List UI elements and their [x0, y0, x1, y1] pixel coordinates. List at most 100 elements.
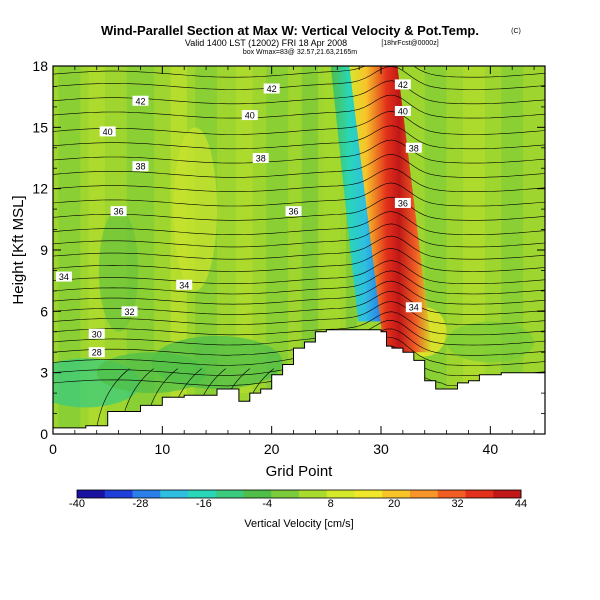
theta-contour-line	[53, 248, 545, 272]
chart-title-suffix: (C)	[511, 28, 521, 35]
theta-contour-line	[53, 196, 545, 221]
theta-contour-line	[53, 223, 545, 248]
theta-contour-line	[53, 235, 545, 260]
colorbar-swatch	[188, 490, 217, 498]
colorbar-swatch	[299, 490, 328, 498]
theta-contour-label: 38	[405, 142, 422, 153]
colorbar-swatch	[271, 490, 300, 498]
field-blob	[98, 209, 139, 332]
y-tick-label: 12	[32, 181, 48, 197]
colorbar-tick-label: 44	[515, 498, 527, 510]
theta-contour-label-text: 34	[59, 272, 69, 282]
field-streak	[58, 66, 81, 434]
colorbar-tick-label: 8	[328, 498, 334, 510]
theta-contour-line	[53, 311, 545, 336]
theta-contour-label: 40	[241, 110, 258, 121]
theta-contour-label: 42	[132, 95, 149, 106]
field-blob	[151, 335, 283, 390]
theta-contour-line	[53, 270, 545, 295]
field-streak	[323, 66, 340, 332]
theta-contour-line	[53, 168, 545, 192]
theta-contour-line	[53, 111, 545, 135]
theta-contour-line	[53, 66, 545, 90]
colorbar-swatch	[326, 490, 355, 498]
colorbar-tick-label: -40	[69, 498, 85, 510]
theta-contour-label-text: 40	[245, 111, 255, 121]
terrain-mask	[53, 329, 545, 434]
field-streak	[236, 66, 253, 394]
y-tick-label: 9	[40, 242, 48, 258]
colorbar-swatch	[243, 490, 272, 498]
theta-contour-line	[53, 94, 545, 119]
velocity-cores	[330, 66, 433, 353]
chart-subtitle: Valid 1400 LST (12002) FRI 18 Apr 2008	[185, 38, 347, 48]
chart-subtitle-2: box Wmax=83@ 32.57,21.63,2165m	[243, 49, 357, 56]
colorbar-tick-label: 20	[388, 498, 400, 510]
x-tick-label: 30	[373, 441, 389, 457]
theta-contour-label: 34	[405, 302, 422, 313]
theta-contour-label-text: 40	[103, 127, 113, 137]
theta-contour-line	[53, 211, 545, 236]
plot-area: 42 42 42 40 40 40 38 38 38 36 36 36 34 34 32 30 28 34	[53, 66, 545, 434]
y-tick-label: 15	[32, 119, 48, 135]
theta-contour-label-text: 40	[398, 106, 408, 116]
colorbar-tick-label: -4	[262, 498, 272, 510]
theta-contour-label-text: 42	[398, 80, 408, 90]
field-streak	[88, 66, 105, 434]
theta-contour-labels: 42 42 42 40 40 40 38 38 38 36 36 36 34 34 32 30 28 34	[55, 79, 422, 358]
theta-contour-label: 36	[285, 206, 302, 217]
theta-contour-label-text: 42	[135, 96, 145, 106]
theta-contour-label-text: 32	[125, 307, 135, 317]
theta-contour-label-text: 36	[114, 207, 124, 217]
colorbar-swatch	[465, 490, 494, 498]
theta-contour-label: 42	[394, 79, 411, 90]
theta-contour-label-text: 36	[398, 198, 408, 208]
theta-contour-label-text: 30	[92, 329, 102, 339]
colorbar-swatch	[160, 490, 189, 498]
y-tick-label: 18	[32, 58, 48, 74]
theta-contour-label-text: 38	[135, 162, 145, 172]
theta-contour-label: 38	[132, 161, 149, 172]
theta-contour-label-text: 38	[256, 154, 266, 164]
y-tick-label: 0	[40, 426, 48, 442]
theta-contour-label: 42	[263, 83, 280, 94]
theta-contour-line	[53, 139, 545, 164]
colorbar-swatch	[437, 490, 466, 498]
y-tick-label: 3	[40, 365, 48, 381]
theta-contour-label-text: 28	[92, 348, 102, 358]
colorbar-swatch	[382, 490, 411, 498]
theta-contour-label: 34	[55, 271, 72, 282]
colorbar-swatch	[215, 490, 244, 498]
theta-contour-label: 32	[121, 306, 138, 317]
chart-title: Wind-Parallel Section at Max W: Vertical…	[101, 23, 479, 38]
theta-contour-line	[53, 260, 545, 284]
colorbar-tick-label: 32	[451, 498, 463, 510]
theta-contour-label: 30	[88, 328, 105, 339]
theta-contour-label: 40	[99, 126, 116, 137]
field-streak	[463, 66, 485, 394]
theta-contour-label-text: 34	[179, 280, 189, 290]
y-axis-label: Height [Kft MSL]	[10, 195, 27, 304]
theta-contour-label: 34	[176, 279, 193, 290]
colorbar-tick-label: -16	[196, 498, 212, 510]
theta-contour-label: 28	[88, 347, 105, 358]
chart-subtitle-suffix: [18hrFcst@0000z]	[381, 40, 438, 47]
updraft-core	[349, 66, 433, 353]
theta-contour-line	[53, 125, 545, 150]
theta-contour-label: 36	[110, 206, 127, 217]
colorbar-swatch	[493, 490, 522, 498]
theta-contour-label-text: 38	[409, 143, 419, 153]
colorbar-label: Vertical Velocity [cm/s]	[244, 518, 353, 530]
theta-contour-line	[53, 153, 545, 178]
x-tick-label: 40	[483, 441, 499, 457]
theta-contour-label-text: 34	[409, 303, 419, 313]
theta-contour-line	[53, 280, 545, 305]
theta-contour-line	[53, 66, 545, 78]
theta-contour-line	[53, 182, 545, 207]
x-tick-label: 0	[49, 441, 57, 457]
field-blob	[173, 127, 217, 291]
colorbar-swatch	[132, 490, 161, 498]
colorbar-swatch	[354, 490, 383, 498]
